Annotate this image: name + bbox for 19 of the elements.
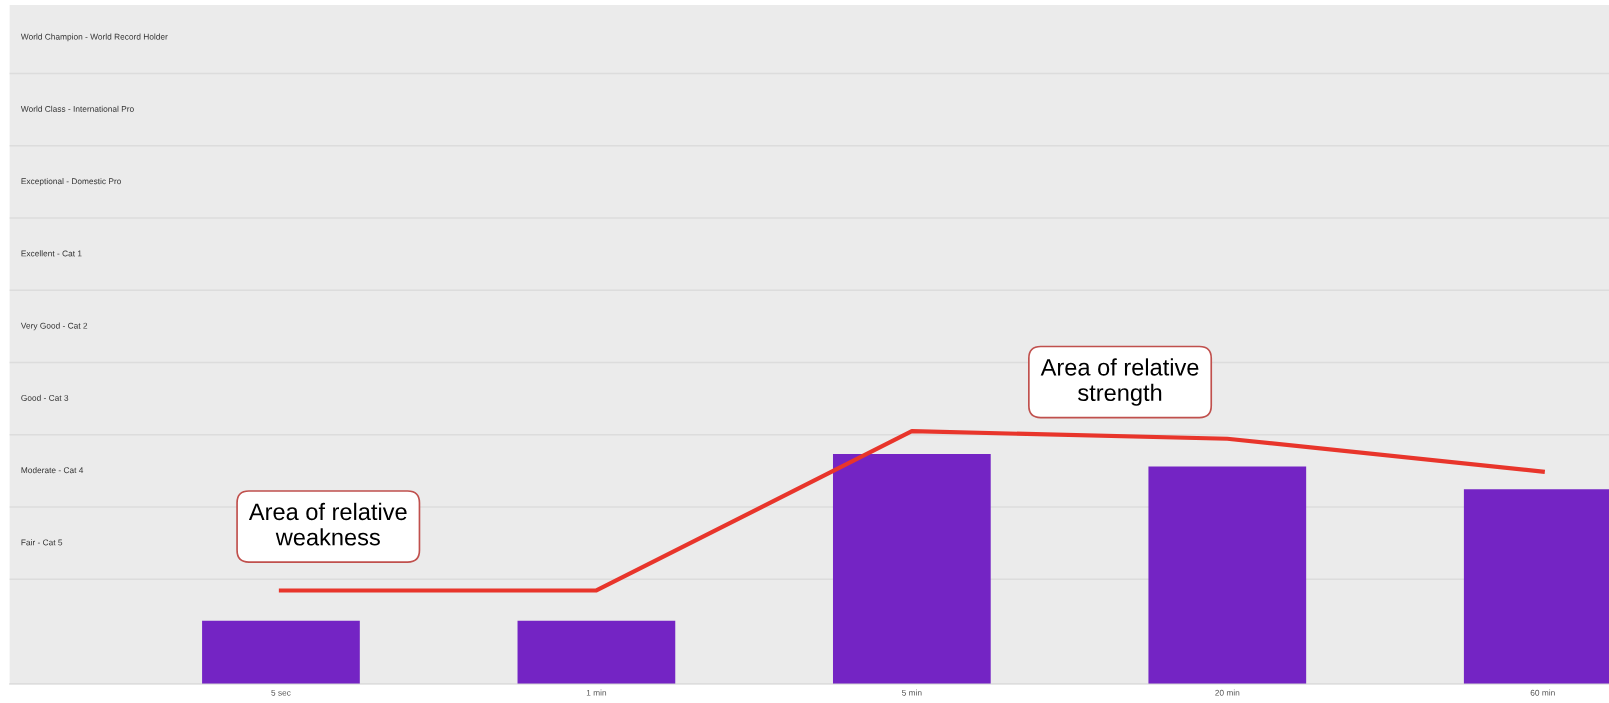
bar (517, 620, 676, 685)
text: Good - Cat 3 (21, 394, 69, 401)
x-tick-label: 5 sec (271, 689, 291, 696)
text: World Champion - World Record Holder (20, 33, 168, 42)
bar (1148, 466, 1307, 685)
annotation: Fair - Cat 5 (21, 539, 63, 546)
x-tick-label: 5 min (901, 689, 922, 696)
annotation: Area of relative weakness (248, 502, 407, 546)
x-tick-label: 20 min (1215, 689, 1240, 696)
text: Very Good - Cat 2 (20, 322, 88, 331)
x-tick-label: 60 min (1530, 689, 1555, 696)
text: Area of relative strength (1040, 358, 1199, 406)
text: Excellent - Cat 1 (21, 250, 82, 257)
bar (202, 620, 360, 685)
bar (832, 453, 991, 685)
text: Exceptional - Domestic Pro (21, 178, 121, 186)
text: World Class - International Pro (20, 105, 134, 112)
annotation: Moderate - Cat 4 (21, 467, 84, 474)
x-tick-label: 1 min (586, 689, 607, 696)
